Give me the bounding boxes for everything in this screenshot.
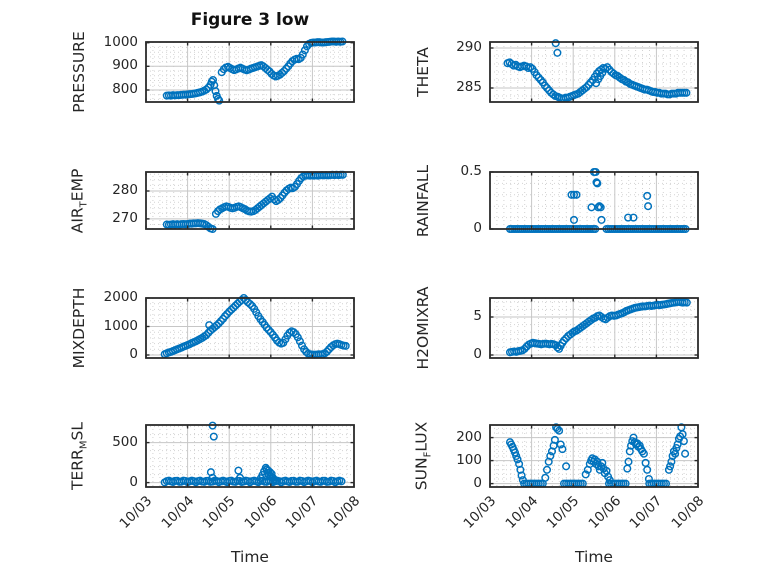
figure-title: Figure 3 low [190,10,310,30]
subplot-rainfall: 0 0.5 RAINFALL [414,163,699,237]
scatter-series-theta [503,39,691,103]
y-tick-label: 900 [112,57,138,74]
x-tick-label: 10/08 [668,493,708,532]
y-tick-label: 5 [473,307,482,324]
y-tick-label: 2000 [103,289,138,305]
y-tick-label: 100 [456,451,482,468]
scatter-series-sun-flux [505,423,690,488]
y-tick-label: 0 [129,473,138,490]
y-tick-label: 0 [473,345,482,362]
y-axis-label-mixdepth: MIXDEPTH [70,287,88,369]
scatter-series-h2omixra [505,297,691,357]
x-tick-label: 10/03 [460,493,500,532]
scatter-series-rainfall [505,167,690,234]
y-tick-label: 280 [112,182,138,198]
y-axis-label-theta: THETA [414,47,432,97]
y-axis-label-sun-flux: SUNFLUX [412,421,434,491]
plot-area-terr-msl [145,421,355,488]
x-axis-label-left: Time [231,548,269,566]
y-axis-label-pressure: PRESSURE [70,31,88,113]
plot-area-mixdepth [145,293,355,359]
plot-area-air-temp [145,170,355,234]
y-axis-label-air-temp: AIRTEMP [68,168,90,233]
x-tick-label: 10/05 [543,493,583,532]
plot-area-pressure [145,37,355,105]
y-tick-label: 800 [112,80,138,97]
scatter-series-mixdepth [160,293,350,359]
y-tick-label: 200 [456,428,482,445]
y-tick-label: 290 [456,39,482,55]
y-tick-label: 0 [473,220,482,236]
subplot-terr-msl: 0 500 TERRMSL 10/03 10/04 10/05 10/06 10/07 10/0… [68,421,363,532]
x-tick-label: 10/04 [158,493,197,532]
subplot-air-temp: 270 280 AIRTEMP [68,168,355,234]
y-tick-label: 1000 [103,33,138,50]
plot-area-rainfall [489,167,699,234]
x-tick-label: 10/07 [626,493,666,532]
subplot-theta: 285 290 THETA [414,39,699,103]
y-tick-label: 285 [456,79,482,95]
y-tick-label: 0.5 [460,163,482,179]
plot-area-theta [489,39,699,103]
y-axis-label-rainfall: RAINFALL [414,164,432,237]
y-tick-label: 500 [112,433,138,450]
x-tick-label: 10/08 [324,493,364,532]
subplot-pressure: 800 900 1000 PRESSURE [70,31,355,113]
x-tick-label: 10/07 [282,493,322,532]
subplot-mixdepth: 0 1000 2000 MIXDEPTH [70,288,355,368]
y-tick-label: 0 [129,346,138,362]
x-tick-label: 10/03 [116,493,156,532]
x-axis-label-right: Time [575,548,613,566]
scatter-series-terr-msl [160,421,346,487]
y-tick-label: 270 [112,209,138,226]
y-tick-label: 1000 [103,317,138,334]
y-axis-label-terr-msl: TERRMSL [68,422,90,490]
subplot-h2omixra: 0 5 H2OMIXRA [414,286,699,370]
x-tick-label: 10/06 [241,493,281,532]
x-tick-label: 10/05 [199,493,239,532]
subplot-sun-flux: 0 100 200 SUNFLUX 10/03 10/04 10/05 10/06 10/07 1… [412,422,707,532]
y-axis-label-h2omixra: H2OMIXRA [414,286,432,370]
x-tick-label: 10/06 [585,493,625,532]
plot-area-h2omixra [489,297,699,359]
y-tick-label: 0 [473,474,482,491]
plot-area-sun-flux [489,423,699,488]
x-tick-label: 10/04 [502,493,541,532]
